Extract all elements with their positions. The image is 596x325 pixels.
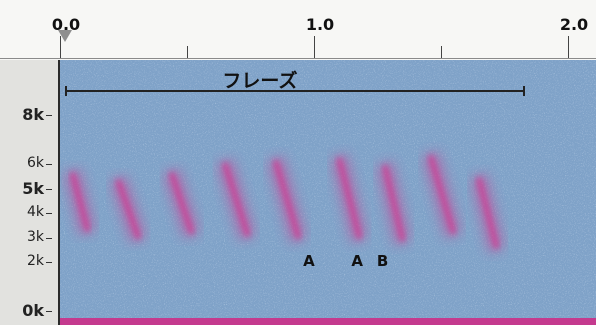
syllable-mark xyxy=(382,164,405,242)
frequency-tick-label: 4k xyxy=(26,204,44,220)
syllable-mark xyxy=(222,162,250,238)
ruler-baseline xyxy=(0,58,596,59)
frequency-tick-label: 6k xyxy=(26,155,44,171)
ruler-major-tick xyxy=(314,36,315,58)
syllable-mark xyxy=(70,171,90,233)
syllable-annotation: B xyxy=(376,252,389,270)
ruler-tick-label: 2.0 xyxy=(559,15,589,34)
playhead-marker-icon[interactable] xyxy=(58,30,72,42)
frequency-axis-border xyxy=(58,60,60,325)
frequency-tick-label: 2k xyxy=(26,253,44,269)
syllable-mark xyxy=(169,171,195,235)
frequency-tick-label: 5k xyxy=(22,178,44,198)
time-ruler[interactable]: 0.0 1.0 2.0 xyxy=(0,0,596,60)
phrase-label: フレーズ xyxy=(222,70,298,92)
ruler-tick-label: 0.0 xyxy=(51,15,81,34)
syllable-annotation: A xyxy=(351,252,363,270)
frequency-tick-mark xyxy=(46,262,52,263)
ruler-minor-tick xyxy=(187,46,188,58)
syllable-annotation: A xyxy=(303,252,315,270)
frequency-tick-label: 8k xyxy=(22,105,44,124)
frequency-tick-mark xyxy=(46,188,52,190)
low-frequency-band xyxy=(60,318,596,325)
syllable-mark xyxy=(336,157,362,240)
ruler-minor-tick xyxy=(441,46,442,58)
phrase-bracket-line xyxy=(65,90,525,92)
ruler-tick-label: 1.0 xyxy=(305,15,335,34)
frequency-tick-label: 3k xyxy=(26,228,44,245)
frequency-axis: 8k 6k 5k 4k 3k 2k 0k xyxy=(0,60,58,325)
spectrogram-noise xyxy=(60,60,596,325)
frequency-tick-mark xyxy=(46,311,52,312)
ruler-major-tick xyxy=(568,36,569,58)
syllable-mark xyxy=(428,154,456,235)
syllable-mark xyxy=(273,159,301,240)
frequency-tick-mark xyxy=(46,164,52,165)
frequency-tick-mark xyxy=(46,115,52,116)
phrase-bracket-end xyxy=(522,86,525,96)
frequency-tick-mark xyxy=(46,213,52,214)
syllable-layer xyxy=(64,150,505,254)
frequency-tick-label: 0k xyxy=(22,301,44,320)
ruler-major-tick xyxy=(60,36,61,58)
syllable-mark xyxy=(115,179,141,240)
spectrogram-plot xyxy=(60,60,596,325)
phrase-bracket-start xyxy=(65,86,68,96)
syllable-mark xyxy=(476,176,499,250)
frequency-tick-mark xyxy=(46,237,52,239)
